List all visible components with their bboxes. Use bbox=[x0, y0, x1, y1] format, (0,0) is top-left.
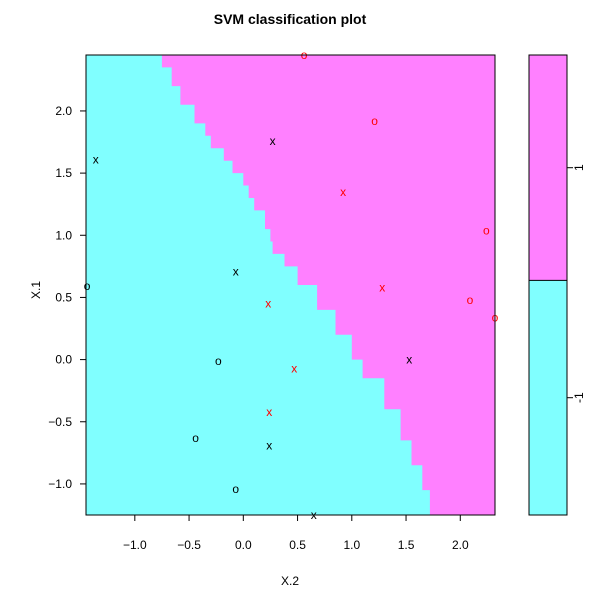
plot-frame bbox=[85, 54, 496, 516]
color-key: 1 -1 bbox=[528, 54, 586, 516]
data-point-3: x bbox=[270, 134, 276, 148]
x-tick-label: 0.5 bbox=[289, 538, 306, 552]
data-point-10: o bbox=[467, 293, 474, 307]
x-tick-label: 1.5 bbox=[398, 538, 415, 552]
y-tick-label: 2.0 bbox=[55, 104, 72, 118]
data-point-15: x bbox=[291, 361, 297, 375]
x-tick-label: 2.0 bbox=[452, 538, 469, 552]
color-key-label-class2: 1 bbox=[572, 164, 586, 171]
data-point-6: o bbox=[483, 223, 490, 237]
y-tick-label: 0.0 bbox=[55, 353, 72, 367]
color-key-frame bbox=[528, 54, 568, 516]
color-key-class2 bbox=[529, 55, 567, 281]
color-key-class1 bbox=[529, 280, 567, 515]
x-tick-label: 1.0 bbox=[343, 538, 360, 552]
data-point-4: x bbox=[93, 152, 99, 166]
y-tick-label: 0.5 bbox=[55, 290, 72, 304]
y-tick-label: 1.0 bbox=[55, 228, 72, 242]
region-class2 bbox=[153, 55, 496, 515]
data-point-18: x bbox=[266, 438, 272, 452]
y-tick-label: −1.0 bbox=[48, 477, 72, 491]
color-key-label-class1: -1 bbox=[572, 392, 586, 403]
y-tick-label: −0.5 bbox=[48, 415, 72, 429]
data-point-2: o bbox=[371, 114, 378, 128]
data-point-19: o bbox=[232, 482, 239, 496]
data-point-9: x bbox=[379, 281, 385, 295]
x-axis: −1.0 −0.5 0.0 0.5 1.0 1.5 2.0 bbox=[123, 515, 469, 552]
y-axis-label: X.1 bbox=[29, 281, 43, 299]
data-point-11: x bbox=[265, 297, 271, 311]
data-point-14: x bbox=[406, 353, 412, 367]
x-tick-label: −0.5 bbox=[177, 538, 201, 552]
x-axis-label: X.2 bbox=[281, 574, 299, 588]
data-point-5: x bbox=[340, 185, 346, 199]
data-point-16: x bbox=[266, 405, 272, 419]
y-axis: −1.0 −0.5 0.0 0.5 1.0 1.5 2.0 bbox=[48, 104, 86, 491]
data-point-8: o bbox=[84, 279, 91, 293]
data-point-17: o bbox=[192, 431, 199, 445]
chart-title: SVM classification plot bbox=[214, 11, 367, 27]
y-tick-label: 1.5 bbox=[55, 166, 72, 180]
data-point-13: o bbox=[215, 354, 222, 368]
x-tick-label: 0.0 bbox=[235, 538, 252, 552]
x-tick-label: −1.0 bbox=[123, 538, 147, 552]
data-point-7: x bbox=[233, 264, 239, 278]
